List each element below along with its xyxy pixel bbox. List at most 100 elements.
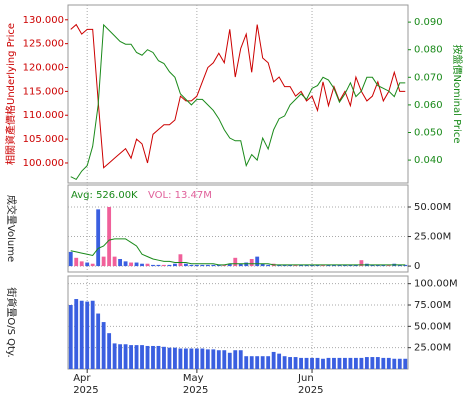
bar: [375, 264, 380, 267]
bar: [200, 264, 205, 267]
bar: [332, 357, 336, 369]
x-tick-label: 2025: [183, 385, 208, 396]
y-tick-label: 105.000: [23, 134, 64, 145]
bar: [189, 264, 194, 267]
bar: [233, 257, 238, 267]
bar: [183, 263, 188, 267]
bar: [216, 264, 221, 267]
bar: [359, 357, 364, 369]
bar: [386, 264, 391, 267]
bar: [227, 352, 232, 369]
bar: [238, 350, 243, 369]
bar: [200, 348, 205, 369]
y2-tick-label: 0.090: [414, 17, 443, 28]
bar: [194, 264, 199, 267]
bar: [85, 301, 90, 369]
bar: [68, 305, 73, 369]
y2-tick-label: 0.040: [414, 155, 443, 166]
bar: [162, 346, 166, 369]
bar: [189, 348, 194, 369]
bar: [90, 300, 95, 369]
bar: [304, 357, 309, 369]
bar: [68, 251, 73, 267]
bar: [293, 264, 298, 267]
bar: [96, 209, 101, 267]
bar: [315, 357, 320, 369]
bar: [397, 358, 402, 369]
bar: [353, 357, 358, 369]
bar: [255, 356, 260, 369]
y2-tick-label: 0.070: [414, 72, 443, 83]
vol-legend: VOL: 13.47M: [148, 190, 212, 201]
x-tick-label: May: [183, 373, 204, 384]
bar: [90, 263, 95, 267]
y-tick-label: 100.000: [23, 158, 64, 169]
bar: [74, 299, 79, 369]
bar: [403, 264, 408, 267]
bar: [282, 356, 287, 369]
y-tick-label: 0: [414, 261, 420, 272]
bar: [233, 350, 238, 369]
bar: [222, 264, 227, 267]
bar: [173, 263, 177, 267]
y-axis-label: 相關資產價格Underlying Price: [4, 23, 17, 165]
bar: [145, 345, 150, 369]
y2-tick-label: 0.060: [414, 100, 443, 111]
plot-frame: [67, 184, 409, 273]
bar: [403, 358, 408, 369]
bar: [304, 264, 309, 267]
bar: [140, 345, 144, 369]
bar: [244, 262, 249, 267]
bar: [337, 264, 342, 267]
bar: [112, 256, 117, 267]
bar: [167, 347, 172, 369]
bar: [194, 348, 199, 369]
bar: [216, 350, 221, 369]
y-tick-label: 50.00M: [414, 321, 451, 332]
bar: [288, 264, 293, 267]
bar: [299, 357, 303, 369]
bar: [381, 357, 386, 369]
bar: [337, 357, 342, 369]
bar: [101, 322, 106, 369]
bar: [288, 357, 293, 369]
bar: [364, 357, 369, 369]
bar: [118, 344, 123, 369]
bar: [386, 357, 391, 369]
bar: [310, 357, 314, 369]
bar: [205, 349, 210, 369]
x-tick-label: Apr: [73, 373, 91, 384]
y-tick-label: 25.00M: [414, 232, 451, 243]
bar: [118, 258, 123, 267]
y-axis-label: 街貨量O/S Qty.: [5, 287, 18, 357]
bar: [375, 357, 380, 369]
y-tick-label: 120.000: [23, 63, 64, 74]
bar: [299, 264, 303, 267]
bar: [381, 264, 386, 267]
bar: [129, 345, 133, 369]
bar: [101, 256, 106, 267]
bar: [315, 264, 320, 267]
bar: [178, 254, 183, 267]
bar: [134, 262, 139, 267]
price-line: [70, 23, 406, 181]
y2-tick-label: 0.050: [414, 127, 443, 138]
bar: [348, 264, 353, 267]
bar: [211, 349, 216, 369]
bar: [343, 357, 347, 369]
bar: [151, 345, 155, 369]
price-line: [70, 23, 406, 169]
bar: [332, 264, 336, 267]
bar: [392, 358, 397, 369]
bar: [123, 261, 128, 267]
bar: [321, 358, 325, 369]
bar: [326, 264, 331, 267]
y-tick-label: 50.00M: [414, 202, 451, 213]
avg-legend: Avg: 526.00K: [71, 190, 138, 201]
bar: [85, 262, 90, 267]
bar: [260, 263, 265, 267]
bar: [310, 264, 314, 267]
y-tick-label: 110.000: [23, 110, 64, 121]
bar: [123, 344, 128, 369]
